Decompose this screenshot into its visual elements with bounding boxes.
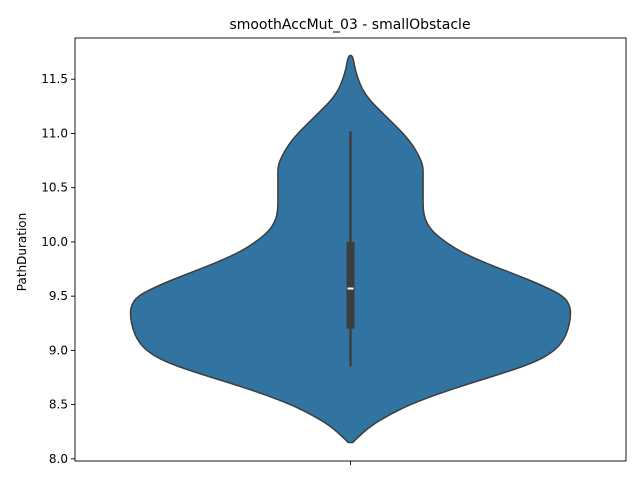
axes: 8.0 8.5 9.0 9.5 10.0 10.5 11.0 11.5 [41,37,627,466]
y-tick-label: 9.0 [49,343,68,357]
y-tick-label: 11.5 [41,72,68,86]
y-axis-label: PathDuration [15,213,29,291]
chart-title: smoothAccMut_03 - smallObstacle [229,17,470,33]
plot-area [129,54,572,444]
y-tick-label: 10.0 [41,235,68,249]
y-tick-label: 11.0 [41,126,68,140]
y-tick-label: 8.0 [49,452,68,466]
y-tick-label: 8.5 [49,398,68,412]
violin-iqr-box [346,241,355,329]
y-tick-label: 10.5 [41,181,68,195]
y-tick-label: 9.5 [49,289,68,303]
